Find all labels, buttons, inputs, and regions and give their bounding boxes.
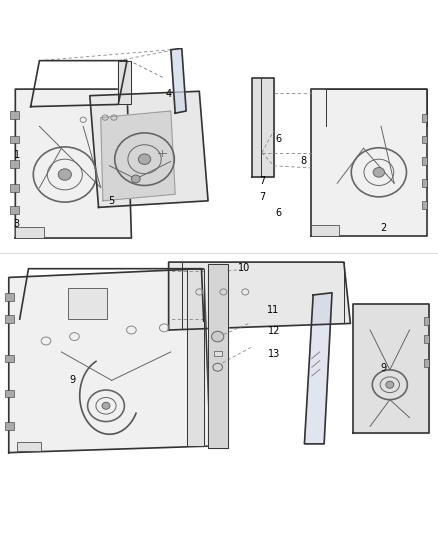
Text: 11: 11	[267, 305, 279, 316]
Bar	[5, 423, 14, 430]
Polygon shape	[9, 269, 210, 453]
Bar	[10, 111, 19, 119]
Text: 2: 2	[380, 223, 386, 233]
Text: 12: 12	[268, 326, 280, 336]
Bar	[5, 354, 14, 362]
Bar	[5, 293, 14, 301]
Polygon shape	[304, 293, 332, 444]
Text: 13: 13	[268, 349, 280, 359]
Bar	[68, 288, 107, 319]
Bar	[422, 135, 427, 143]
Ellipse shape	[212, 332, 224, 342]
Polygon shape	[15, 89, 131, 238]
Bar	[424, 317, 429, 325]
Ellipse shape	[138, 154, 151, 165]
Polygon shape	[252, 78, 274, 177]
Bar	[10, 159, 19, 167]
Text: 7: 7	[259, 176, 265, 186]
Ellipse shape	[373, 167, 385, 177]
Text: 1: 1	[14, 150, 20, 160]
Bar	[10, 135, 19, 143]
Bar	[424, 335, 429, 343]
Text: 5: 5	[109, 196, 115, 206]
Text: 6: 6	[275, 134, 281, 143]
Bar	[10, 206, 19, 214]
Polygon shape	[187, 269, 204, 446]
Bar	[15, 227, 44, 238]
Bar	[5, 390, 14, 398]
Text: 8: 8	[300, 156, 307, 166]
Polygon shape	[118, 61, 131, 104]
Ellipse shape	[102, 402, 110, 409]
Bar	[311, 225, 339, 236]
Bar	[422, 114, 427, 122]
Bar	[422, 157, 427, 165]
Polygon shape	[353, 304, 429, 433]
Bar	[5, 315, 14, 323]
Text: 6: 6	[275, 208, 281, 218]
Bar	[214, 351, 222, 356]
Polygon shape	[101, 111, 175, 201]
Polygon shape	[90, 91, 208, 207]
Polygon shape	[208, 264, 228, 448]
Text: 3: 3	[14, 219, 20, 229]
Text: 9: 9	[69, 375, 75, 385]
Ellipse shape	[131, 175, 140, 183]
Ellipse shape	[58, 169, 71, 180]
Text: 4: 4	[166, 90, 172, 99]
Ellipse shape	[386, 381, 394, 388]
Polygon shape	[311, 89, 427, 236]
Text: 7: 7	[259, 192, 265, 203]
Bar	[10, 184, 19, 191]
Text: 10: 10	[238, 263, 251, 273]
Bar	[422, 179, 427, 187]
Polygon shape	[169, 262, 350, 330]
Bar	[424, 359, 429, 367]
Polygon shape	[171, 49, 186, 113]
Bar	[422, 201, 427, 209]
Bar	[17, 442, 41, 451]
Text: 9: 9	[380, 363, 386, 373]
